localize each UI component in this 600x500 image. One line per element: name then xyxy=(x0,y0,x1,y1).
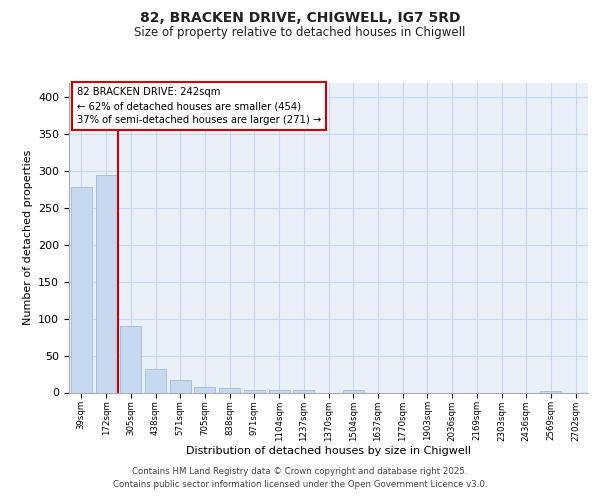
Text: Size of property relative to detached houses in Chigwell: Size of property relative to detached ho… xyxy=(134,26,466,39)
Bar xyxy=(71,186,92,392)
Bar xyxy=(170,380,191,392)
Bar xyxy=(343,390,364,392)
Bar xyxy=(293,390,314,392)
Bar xyxy=(194,386,215,392)
Bar xyxy=(145,369,166,392)
Bar xyxy=(120,326,141,392)
Text: 82, BRACKEN DRIVE, CHIGWELL, IG7 5RD: 82, BRACKEN DRIVE, CHIGWELL, IG7 5RD xyxy=(140,11,460,25)
Text: Contains public sector information licensed under the Open Government Licence v3: Contains public sector information licen… xyxy=(113,480,487,489)
Bar xyxy=(219,388,240,392)
Bar xyxy=(269,390,290,392)
Y-axis label: Number of detached properties: Number of detached properties xyxy=(23,150,32,325)
X-axis label: Distribution of detached houses by size in Chigwell: Distribution of detached houses by size … xyxy=(186,446,471,456)
Bar xyxy=(541,391,562,392)
Bar xyxy=(95,175,116,392)
Text: Contains HM Land Registry data © Crown copyright and database right 2025.: Contains HM Land Registry data © Crown c… xyxy=(132,467,468,476)
Bar xyxy=(244,390,265,392)
Text: 82 BRACKEN DRIVE: 242sqm
← 62% of detached houses are smaller (454)
37% of semi-: 82 BRACKEN DRIVE: 242sqm ← 62% of detach… xyxy=(77,87,321,125)
